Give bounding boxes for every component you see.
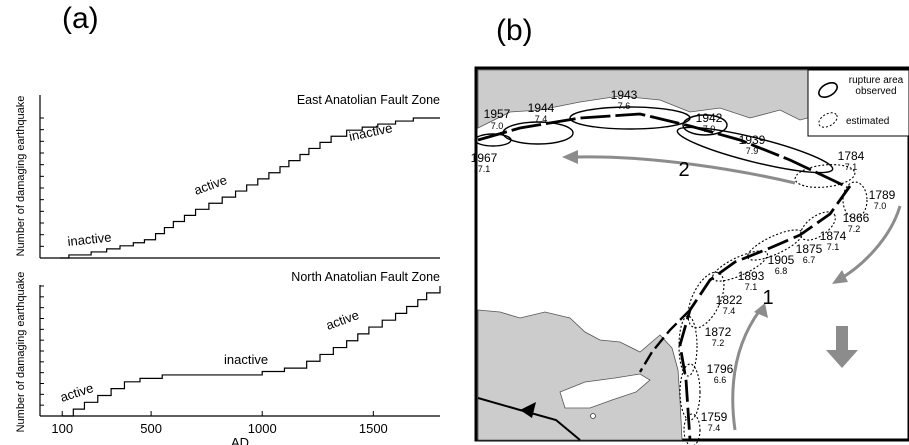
arrow-head-2-icon	[562, 150, 578, 164]
event-1759-mag: 7.4	[708, 423, 721, 433]
event-labels: 1957 7.0 1944 7.4 1943 7.6 1942 7.0 1939…	[471, 88, 896, 433]
legend-observed-icon	[818, 81, 838, 99]
event-1866-mag: 7.2	[848, 224, 861, 234]
event-1789-year: 1789	[869, 188, 896, 202]
panel-a-label: (a)	[62, 2, 99, 35]
cyprus-island	[559, 373, 651, 409]
panel-b-label: (b)	[496, 14, 533, 47]
plate-motion-arrow-icon	[826, 326, 858, 368]
series-line-top	[60, 117, 440, 259]
small-island	[590, 413, 596, 419]
migration-arrow-1b	[731, 309, 762, 431]
migration-arrow-2	[574, 155, 796, 185]
north-anatolian-fault	[477, 112, 846, 188]
event-1822-mag: 7.4	[723, 306, 736, 316]
event-1944-mag: 7.4	[535, 114, 548, 124]
event-1789-mag: 7.0	[874, 201, 887, 211]
y-axis-label-bottom: Number of damaging earthquake	[15, 272, 27, 433]
event-1943-mag: 7.6	[618, 101, 631, 111]
rupture-estimated-1866	[800, 211, 836, 241]
event-1905-mag: 6.8	[775, 266, 788, 276]
event-1759-year: 1759	[701, 410, 728, 424]
event-1872-mag: 7.2	[712, 338, 725, 348]
chart-title-bottom: North Anatolian Fault Zone	[291, 270, 440, 284]
rupture-estimated-1759	[683, 413, 701, 445]
event-1942-year: 1942	[696, 111, 723, 125]
rupture-estimated-1872	[678, 315, 698, 377]
event-1796-mag: 6.6	[714, 375, 727, 385]
x-axis-label: AD	[231, 435, 249, 445]
event-1905-year: 1905	[768, 253, 795, 267]
event-1957-mag: 7.0	[491, 121, 504, 131]
event-1893-year: 1893	[738, 269, 765, 283]
arrow-head-1a-icon	[832, 270, 848, 284]
rupture-estimated-1789	[842, 181, 868, 219]
legend-estimated-icon	[818, 112, 838, 128]
event-1939-year: 1939	[739, 133, 766, 147]
subduction-triangle-icon	[520, 402, 536, 418]
annotation-inactive-1: inactive	[67, 229, 112, 249]
branch-fault	[638, 309, 691, 373]
event-1874-mag: 7.1	[827, 242, 840, 252]
event-1942-mag: 7.0	[703, 124, 716, 134]
annotation-active-b1: active	[58, 380, 95, 405]
rupture-observed-1944	[502, 121, 574, 145]
arrow-head-1b-icon	[754, 303, 768, 318]
legend-observed-label: rupture area observed	[848, 75, 904, 97]
event-1796-year: 1796	[707, 362, 734, 376]
fault-map: 2 1 rupture area observed estimated 1957…	[471, 66, 909, 445]
rupture-observed-1942	[682, 114, 728, 136]
arrow-label-2: 2	[678, 159, 689, 181]
legend-box	[807, 69, 909, 137]
annotation-inactive-2: inactive	[348, 120, 394, 144]
east-anatolian-fault	[678, 185, 852, 441]
event-1866-year: 1866	[843, 211, 870, 225]
rupture-estimated-1893	[711, 250, 769, 282]
event-1967-year: 1967	[471, 151, 498, 165]
event-1784-year: 1784	[838, 149, 865, 163]
event-1943-year: 1943	[611, 88, 638, 102]
rupture-estimated-1822	[687, 271, 725, 329]
event-1872-year: 1872	[705, 325, 732, 339]
y-axis-label-top: Number of damaging earthquake	[15, 96, 27, 257]
x-tick-label-500: 500	[140, 421, 162, 436]
subduction-zone	[477, 397, 581, 441]
arrow-label-1: 1	[762, 287, 773, 309]
chart-title-top: East Anatolian Fault Zone	[297, 93, 440, 107]
migration-arrow-1a	[837, 205, 902, 282]
chart-east-anatolian: Number of damaging earthquake East Anato…	[15, 93, 440, 259]
rupture-observed-1939	[676, 126, 834, 174]
x-tick-label-1000: 1000	[248, 421, 277, 436]
rupture-estimated-1796	[679, 363, 701, 421]
event-1875-year: 1875	[796, 242, 823, 256]
event-1874-year: 1874	[820, 229, 847, 243]
rupture-estimated-1784	[794, 164, 856, 188]
rupture-estimated-1874	[746, 229, 804, 261]
annotation-active-1: active	[192, 172, 229, 198]
event-1784-mag: 7.1	[845, 162, 858, 172]
legend-observed-wrap: rupture area observed	[848, 75, 904, 97]
event-1939-mag: 7.9	[746, 146, 759, 156]
event-1875-mag: 6.7	[803, 255, 816, 265]
event-1967-mag: 7.1	[478, 164, 491, 174]
y-ticks-top	[40, 117, 44, 259]
series-line-bottom	[62, 286, 441, 417]
legend-estimated-label: estimated	[846, 116, 889, 127]
event-1893-mag: 7.1	[745, 282, 758, 292]
y-ticks-bottom	[40, 285, 44, 417]
event-1957-year: 1957	[484, 107, 511, 121]
annotation-active-b2: active	[324, 307, 361, 333]
x-tick-label-100: 100	[51, 421, 73, 436]
chart-north-anatolian: Number of damaging earthquake North Anat…	[15, 270, 441, 445]
event-1944-year: 1944	[528, 101, 555, 115]
x-ticks-bottom	[61, 411, 374, 416]
x-tick-label-1500: 1500	[359, 421, 388, 436]
annotation-inactive-b: inactive	[224, 352, 268, 367]
event-1822-year: 1822	[716, 293, 743, 307]
